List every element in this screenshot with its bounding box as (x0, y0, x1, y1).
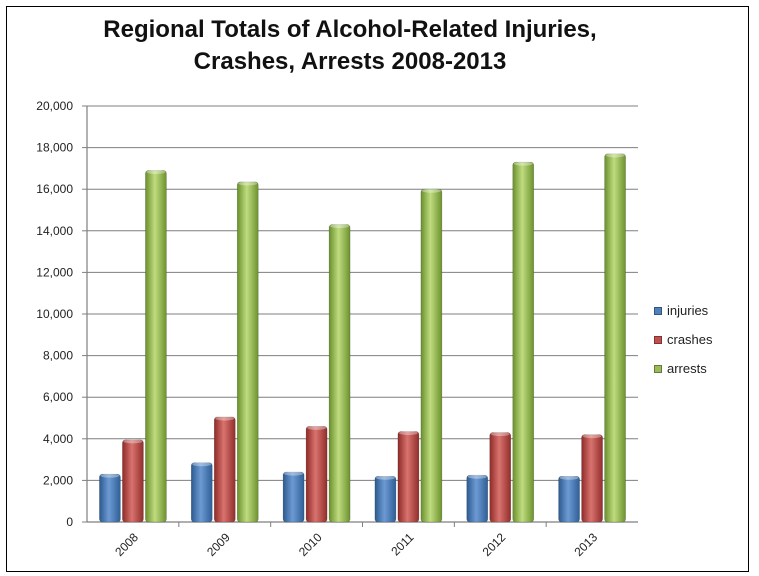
bar-crashes-2012 (489, 432, 512, 523)
bar-top-highlight (398, 431, 418, 436)
bar-top-highlight (284, 471, 304, 476)
y-tick-label: 16,000 (36, 182, 73, 196)
bar-arrests-2009 (236, 181, 259, 523)
bar-crashes-2013 (581, 434, 603, 523)
chart-title-line-1: Regional Totals of Alcohol-Related Injur… (103, 16, 597, 43)
legend-label: crashes (667, 332, 713, 347)
axes (86, 106, 638, 527)
legend-swatch (654, 364, 662, 373)
x-tick-label: 2011 (388, 530, 416, 558)
y-tick-label: 20,000 (36, 99, 73, 113)
bar-injuries-2009 (190, 462, 213, 523)
gridlines (82, 105, 638, 523)
bar-injuries-2008 (99, 473, 121, 523)
bar-top-highlight (375, 475, 395, 480)
bar-injuries-2011 (374, 475, 397, 523)
x-tick-label: 2008 (112, 530, 141, 559)
bar-arrests-2011 (420, 188, 443, 523)
legend: injuries crashes arrests (654, 296, 713, 383)
bar-top-highlight (307, 425, 327, 430)
y-tick-label: 2,000 (43, 473, 73, 487)
bar-top-highlight (513, 161, 533, 166)
y-tick-label: 14,000 (36, 224, 73, 238)
x-tick-label: 2010 (296, 530, 325, 559)
bar-arrests-2010 (328, 224, 351, 523)
y-tick-label: 4,000 (43, 432, 73, 446)
bar-top-highlight (467, 474, 487, 479)
x-tick-label: 2013 (571, 530, 600, 559)
legend-swatch (654, 306, 662, 315)
bar-top-highlight (582, 434, 602, 439)
bar-injuries-2010 (282, 471, 305, 523)
bar-top-highlight (100, 473, 120, 478)
bar-crashes-2010 (305, 426, 328, 523)
legend-item-arrests: arrests (654, 354, 713, 383)
y-tick-label: 12,000 (36, 265, 73, 279)
bar-arrests-2012 (512, 161, 535, 523)
bar-injuries-2013 (558, 475, 580, 523)
legend-swatch (654, 335, 662, 344)
bar-top-highlight (146, 169, 166, 174)
bar-top-highlight (421, 188, 441, 193)
bars (99, 153, 626, 523)
x-tick-labels: 2008 2009 2010 2011 2012 2013 (112, 530, 600, 559)
chart-title-line-2: Crashes, Arrests 2008-2013 (193, 48, 507, 75)
bar-top-highlight (330, 224, 350, 229)
bar-top-highlight (123, 439, 143, 444)
y-tick-label: 10,000 (36, 307, 73, 321)
y-tick-label: 18,000 (36, 141, 73, 155)
bar-top-highlight (605, 153, 625, 158)
y-tick-label: 0 (66, 515, 73, 529)
y-tick-label: 6,000 (43, 390, 73, 404)
bar-injuries-2012 (466, 474, 489, 523)
x-tick-label: 2009 (204, 530, 233, 559)
y-tick-labels: 0 2,000 4,000 6,000 8,000 10,000 12,000 14,000 1… (36, 99, 73, 529)
legend-item-injuries: injuries (654, 296, 713, 325)
bar-crashes-2009 (213, 416, 236, 523)
legend-label: injuries (667, 303, 709, 318)
bar-top-highlight (215, 416, 235, 421)
bar-crashes-2008 (122, 439, 144, 523)
bar-top-highlight (490, 432, 510, 437)
bar-top-highlight (192, 462, 212, 467)
legend-item-crashes: crashes (654, 325, 713, 354)
x-tick-label: 2012 (480, 530, 509, 559)
y-tick-label: 8,000 (43, 349, 73, 363)
bar-crashes-2011 (397, 431, 420, 523)
bar-top-highlight (559, 475, 579, 480)
legend-label: arrests (667, 361, 707, 376)
bar-arrests-2008 (145, 170, 167, 523)
bar-top-highlight (238, 181, 258, 186)
bar-arrests-2013 (604, 153, 626, 523)
chart-title: Regional Totals of Alcohol-Related Injur… (60, 14, 640, 78)
